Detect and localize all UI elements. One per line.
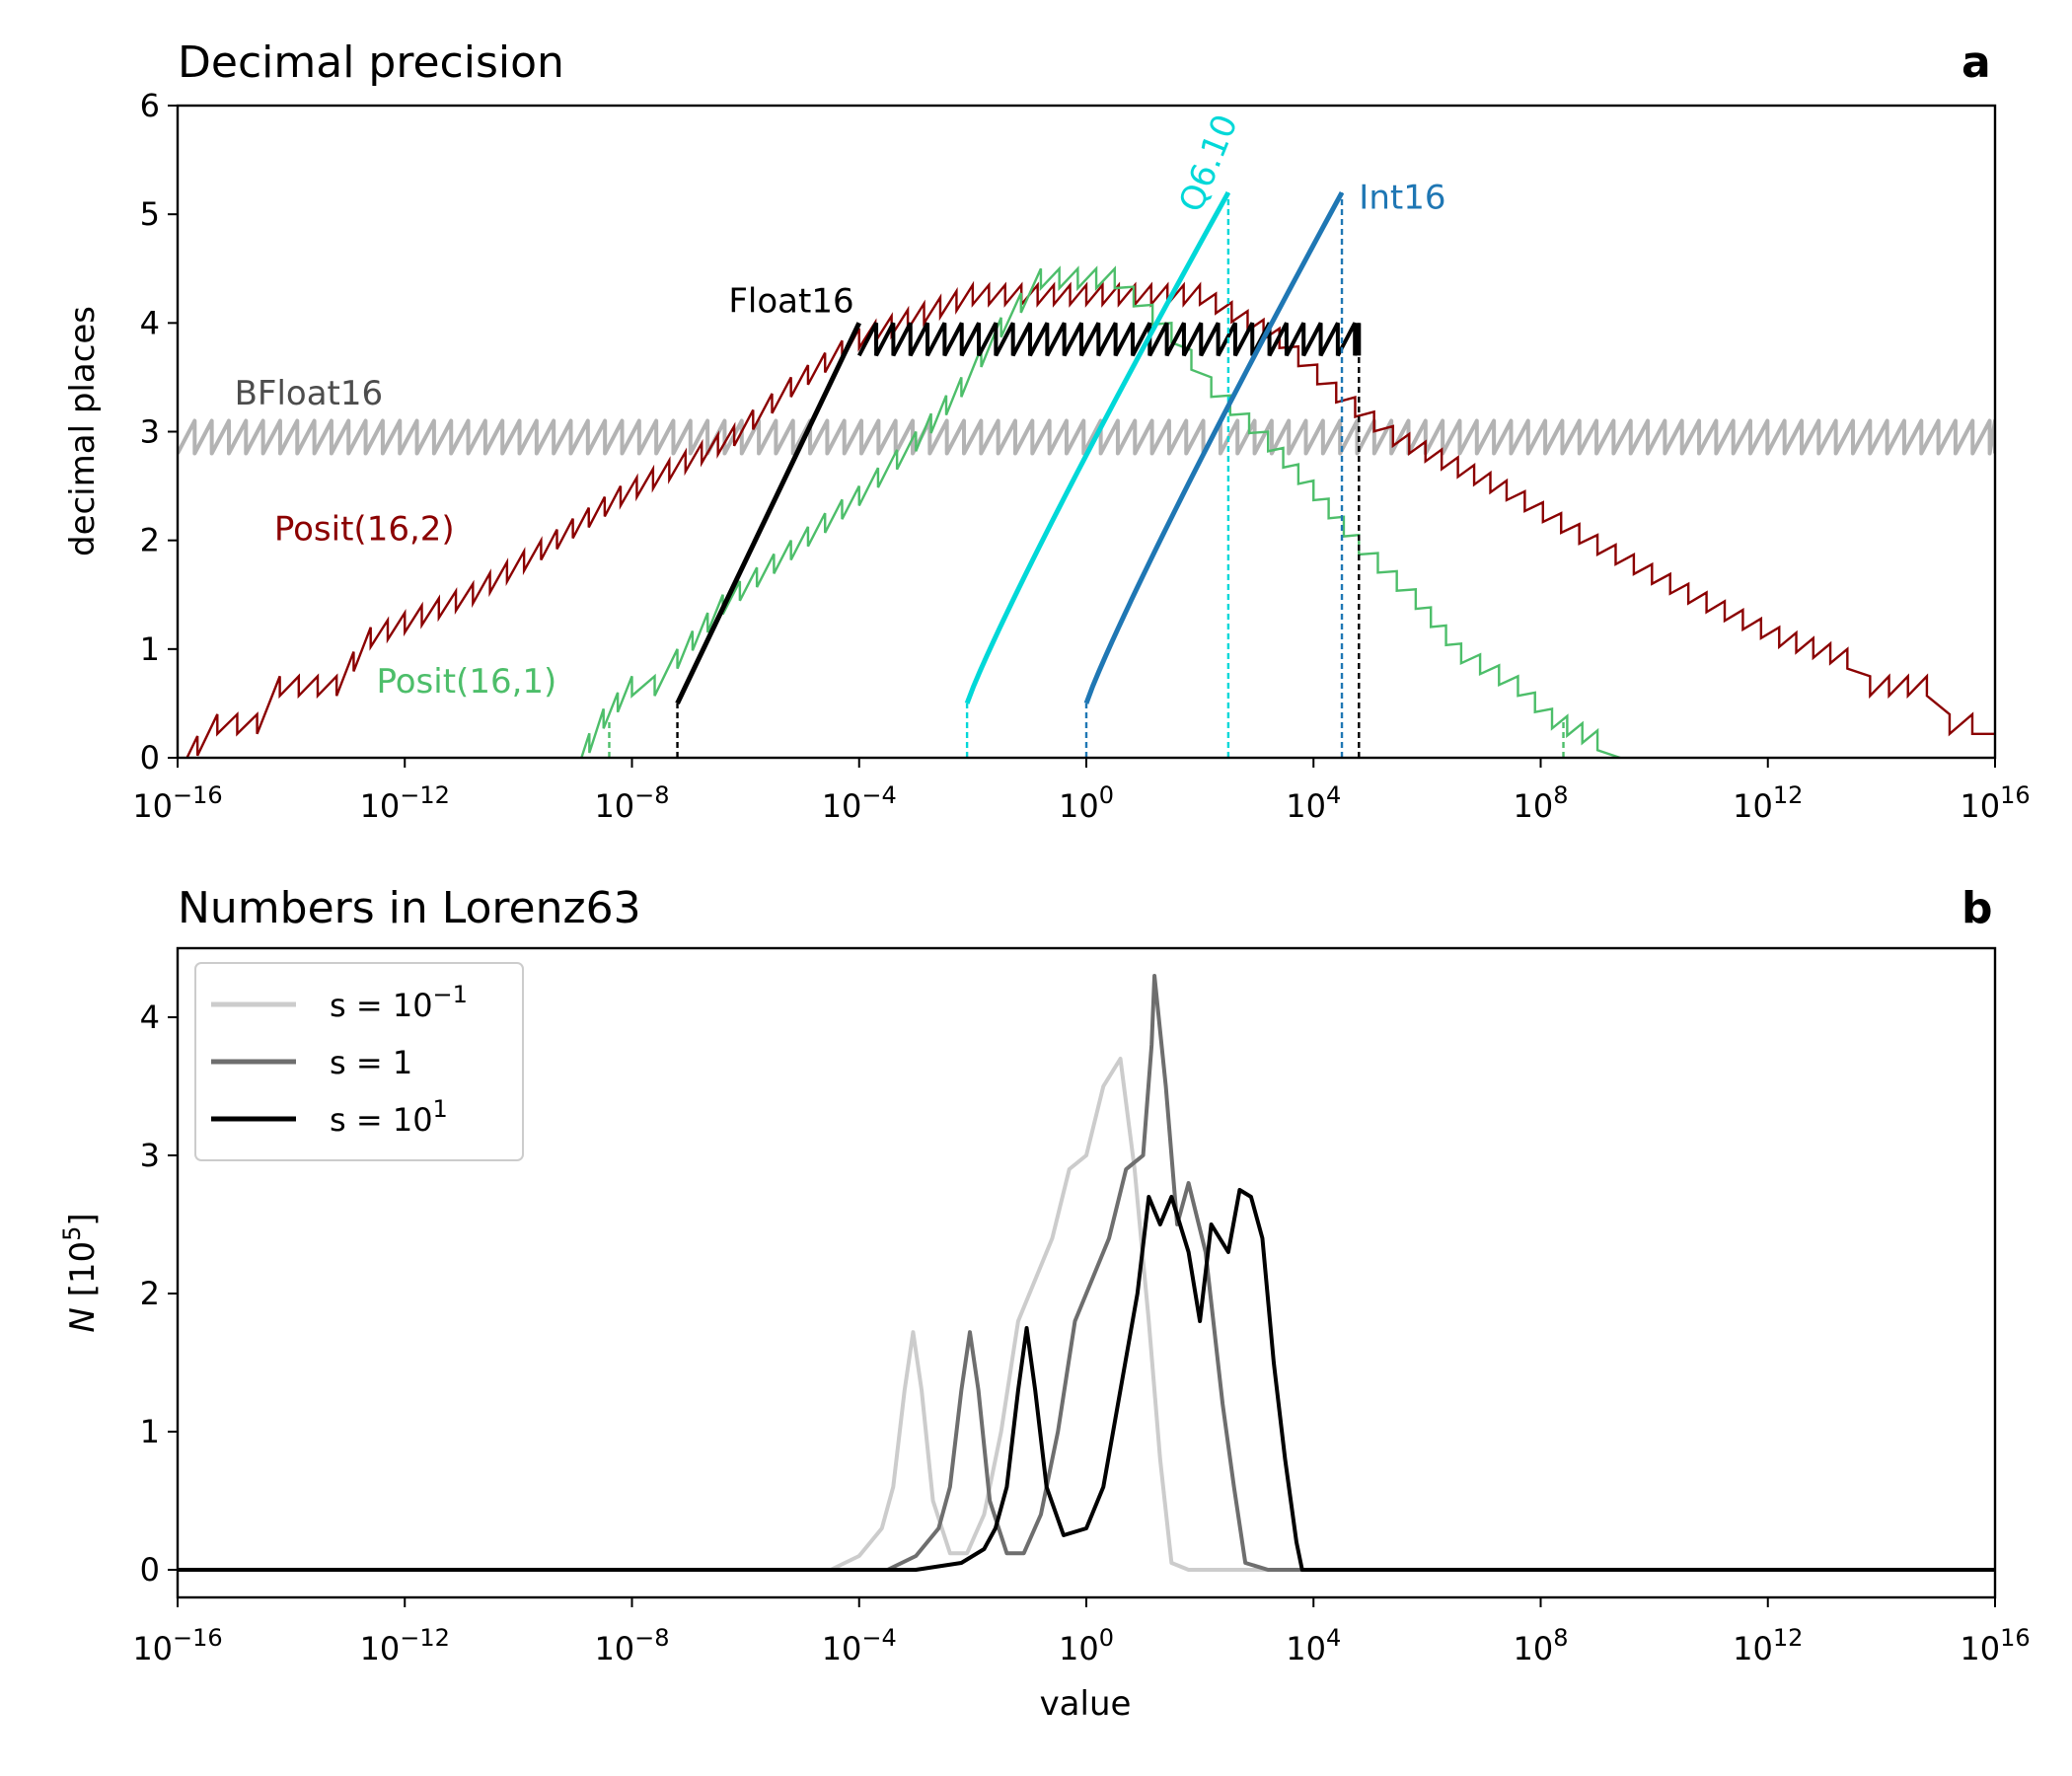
series-float16-line	[856, 322, 1362, 357]
series-label: Posit(16,2)	[274, 510, 455, 550]
series-label: BFloat16	[235, 374, 384, 413]
panel-a-plot-area	[178, 190, 1995, 758]
x-tick-label: 10−8	[594, 781, 669, 825]
legend-label: s = 101	[330, 1095, 448, 1139]
panel-a-series-labels: BFloat16 Posit(16,2) Posit(16,1) Float16 Q6.…	[235, 110, 1446, 702]
panel-b-y-ticks: 0 1 2 3 4	[140, 999, 178, 1589]
x-tick-label: 100	[1059, 1624, 1114, 1667]
series-float16-ramp	[675, 322, 862, 704]
y-tick-label: 2	[140, 1275, 160, 1312]
series-label: Posit(16,1)	[376, 662, 556, 702]
panel-b-legend: s = 10−1 s = 1 s = 101	[194, 962, 524, 1161]
panel-b-letter: b	[1961, 883, 1993, 933]
y-tick-label: 1	[140, 630, 160, 668]
x-tick-label: 10−16	[132, 781, 222, 825]
panel-b-title: Numbers in Lorenz63	[178, 883, 641, 933]
x-tick-label: 10−4	[822, 781, 897, 825]
series-posit-16-1--line	[580, 265, 1621, 758]
histogram-line	[178, 1188, 1995, 1572]
series-label: Float16	[728, 281, 853, 321]
x-tick-label: 1016	[1960, 781, 2030, 825]
panel-a: Decimal precision a 10−16 10−12 10−8 10−4 10…	[63, 37, 2031, 825]
x-tick-label: 10−12	[360, 1624, 450, 1667]
y-tick-label: 5	[140, 195, 160, 233]
series-int16-line	[1083, 190, 1345, 704]
legend-box	[194, 962, 524, 1161]
series-bfloat16-line	[178, 418, 1995, 456]
panel-a-title: Decimal precision	[178, 37, 564, 88]
series-label: Int16	[1359, 179, 1445, 218]
histogram-line	[178, 1057, 1995, 1572]
x-tick-label: 104	[1286, 1624, 1341, 1667]
x-tick-label: 10−12	[360, 781, 450, 825]
panel-a-letter: a	[1961, 37, 1991, 88]
x-tick-label: 100	[1059, 781, 1114, 825]
y-tick-label: 3	[140, 413, 160, 451]
y-tick-label: 3	[140, 1137, 160, 1174]
y-tick-label: 1	[140, 1413, 160, 1450]
panel-b-xlabel: value	[1040, 1684, 1132, 1724]
panel-b-ylabel: N [105]	[58, 1213, 103, 1332]
x-tick-label: 104	[1286, 781, 1341, 825]
series-posit-16-2--line	[185, 280, 1995, 758]
series-label: Q6.10	[1171, 110, 1245, 218]
panel-a-x-ticks: 10−16 10−12 10−8 10−4 100 104 108 1012 1016	[132, 758, 2031, 825]
x-tick-label: 10−4	[822, 1624, 897, 1667]
legend-label: s = 10−1	[330, 981, 468, 1024]
y-tick-label: 4	[140, 999, 160, 1036]
series-q6-10-line	[964, 190, 1231, 704]
x-tick-label: 1016	[1960, 1624, 2030, 1667]
y-tick-label: 0	[140, 1551, 160, 1589]
x-tick-label: 10−16	[132, 1624, 222, 1667]
y-tick-label: 0	[140, 739, 160, 777]
x-tick-label: 1012	[1733, 1624, 1803, 1667]
y-tick-label: 6	[140, 87, 160, 124]
x-tick-label: 1012	[1733, 781, 1803, 825]
panel-a-ylabel: decimal places	[63, 306, 103, 556]
x-tick-label: 10−8	[594, 1624, 669, 1667]
legend-label: s = 1	[330, 1044, 412, 1081]
panel-b: Numbers in Lorenz63 b 10−16 10−12 10−8 10−4…	[58, 883, 2031, 1724]
y-tick-label: 4	[140, 304, 160, 341]
x-tick-label: 108	[1514, 1624, 1569, 1667]
y-tick-label: 2	[140, 522, 160, 559]
panel-a-y-ticks: 0 1 2 3 4 5 6	[140, 87, 178, 777]
panel-b-x-ticks: 10−16 10−12 10−8 10−4 100 104 108 1012 1016	[132, 1597, 2031, 1667]
x-tick-label: 108	[1514, 781, 1569, 825]
histogram-line	[178, 974, 1995, 1572]
panel-b-plot-area	[178, 974, 1995, 1572]
